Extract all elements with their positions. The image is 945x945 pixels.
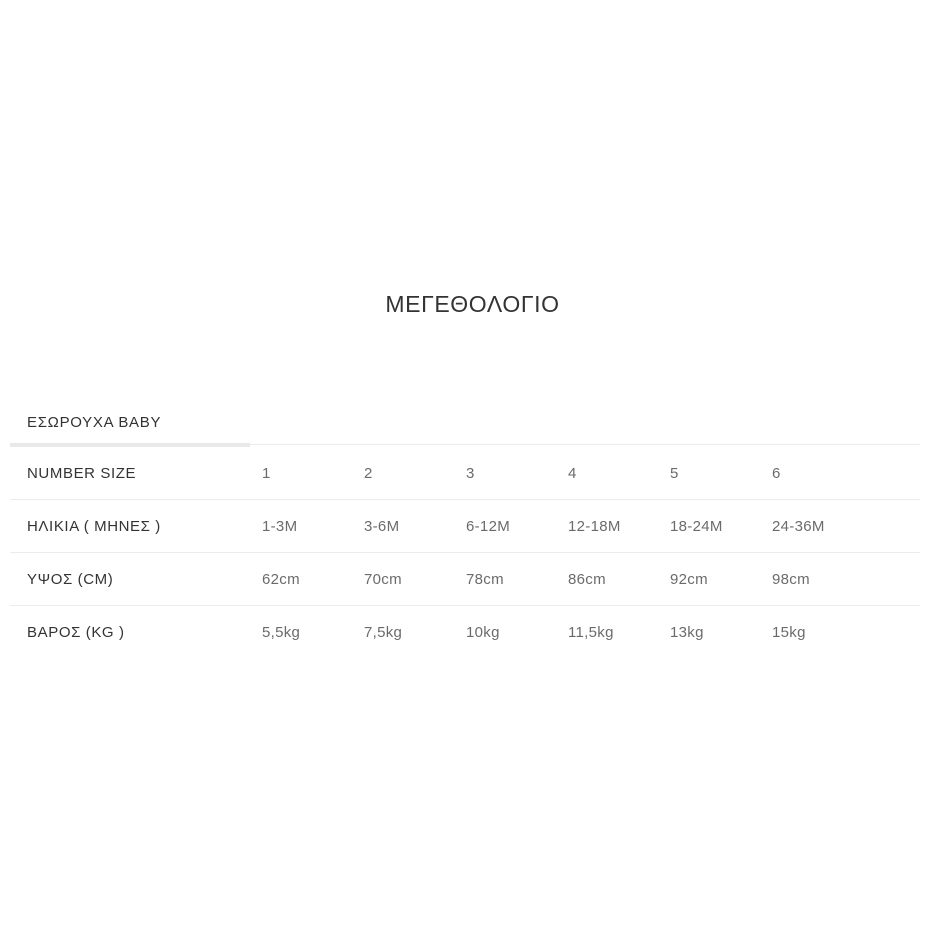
- table-cell: 62cm: [262, 570, 300, 588]
- table-cell: 11,5kg: [568, 623, 614, 641]
- row-cells: 62cm 70cm 78cm 86cm 92cm 98cm: [262, 571, 920, 588]
- row-cells: 5,5kg 7,5kg 10kg 11,5kg 13kg 15kg: [262, 624, 920, 641]
- row-cells: 1 2 3 4 5 6: [262, 465, 920, 482]
- table-cell: 15kg: [772, 623, 806, 641]
- row-cells: 1-3M 3-6M 6-12M 12-18M 18-24M 24-36M: [262, 518, 920, 535]
- table-cell: 2: [364, 464, 373, 482]
- table-cell: 6: [772, 464, 781, 482]
- table-cell: 92cm: [670, 570, 708, 588]
- row-label-number-size: NUMBER SIZE: [27, 464, 137, 482]
- table-cell: 86cm: [568, 570, 606, 588]
- table-row: NUMBER SIZE 1 2 3 4 5 6: [10, 447, 920, 500]
- table-cell: 13kg: [670, 623, 704, 641]
- page-title: ΜΕΓΕΘΟΛΟΓΙΟ: [385, 291, 560, 317]
- row-label-age-months: ΗΛΙΚΙΑ ( ΜΗΝΕΣ ): [27, 517, 161, 535]
- table-cell: 3: [466, 464, 475, 482]
- row-label-weight-kg: ΒΑΡΟΣ (KG ): [27, 623, 125, 641]
- table-cell: 78cm: [466, 570, 504, 588]
- table-row: ΗΛΙΚΙΑ ( ΜΗΝΕΣ ) 1-3M 3-6M 6-12M 12-18M …: [10, 500, 920, 553]
- size-chart-table: ΕΣΩΡΟΥΧΑ BABY NUMBER SIZE 1 2 3 4 5 6 ΗΛ…: [10, 404, 920, 658]
- table-cell: 5,5kg: [262, 623, 301, 641]
- table-row: ΒΑΡΟΣ (KG ) 5,5kg 7,5kg 10kg 11,5kg 13kg…: [10, 606, 920, 658]
- row-label-height-cm: ΥΨΟΣ (CM): [27, 570, 114, 588]
- table-cell: 7,5kg: [364, 623, 403, 641]
- table-cell: 6-12M: [466, 517, 511, 535]
- section-header-divider: [10, 443, 920, 447]
- table-cell: 18-24M: [670, 517, 723, 535]
- table-cell: 1-3M: [262, 517, 298, 535]
- table-cell: 3-6M: [364, 517, 400, 535]
- table-cell: 24-36M: [772, 517, 825, 535]
- table-cell: 12-18M: [568, 517, 621, 535]
- table-section-header: ΕΣΩΡΟΥΧΑ BABY: [27, 414, 162, 431]
- table-cell: 98cm: [772, 570, 810, 588]
- table-cell: 10kg: [466, 623, 500, 641]
- table-cell: 4: [568, 464, 577, 482]
- table-cell: 5: [670, 464, 679, 482]
- table-row: ΥΨΟΣ (CM) 62cm 70cm 78cm 86cm 92cm 98cm: [10, 553, 920, 606]
- table-cell: 1: [262, 464, 271, 482]
- table-cell: 70cm: [364, 570, 402, 588]
